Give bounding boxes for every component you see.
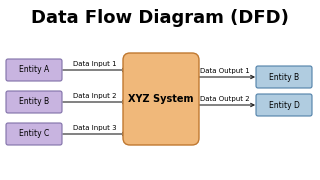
- Text: Entity D: Entity D: [268, 100, 300, 109]
- FancyBboxPatch shape: [256, 94, 312, 116]
- Text: Data Input 1: Data Input 1: [73, 61, 117, 67]
- Text: Data Input 3: Data Input 3: [73, 125, 117, 131]
- FancyBboxPatch shape: [123, 53, 199, 145]
- Text: Entity B: Entity B: [19, 98, 49, 107]
- Text: XYZ System: XYZ System: [128, 94, 194, 104]
- Text: Data Input 2: Data Input 2: [73, 93, 117, 99]
- Text: Data Output 1: Data Output 1: [200, 68, 250, 74]
- Text: Entity A: Entity A: [19, 66, 49, 75]
- Text: Entity C: Entity C: [19, 129, 49, 138]
- Text: Entity B: Entity B: [269, 73, 299, 82]
- FancyBboxPatch shape: [6, 91, 62, 113]
- FancyBboxPatch shape: [6, 123, 62, 145]
- FancyBboxPatch shape: [6, 59, 62, 81]
- Text: Data Flow Diagram (DFD): Data Flow Diagram (DFD): [31, 9, 289, 27]
- Text: Data Output 2: Data Output 2: [200, 96, 250, 102]
- FancyBboxPatch shape: [256, 66, 312, 88]
